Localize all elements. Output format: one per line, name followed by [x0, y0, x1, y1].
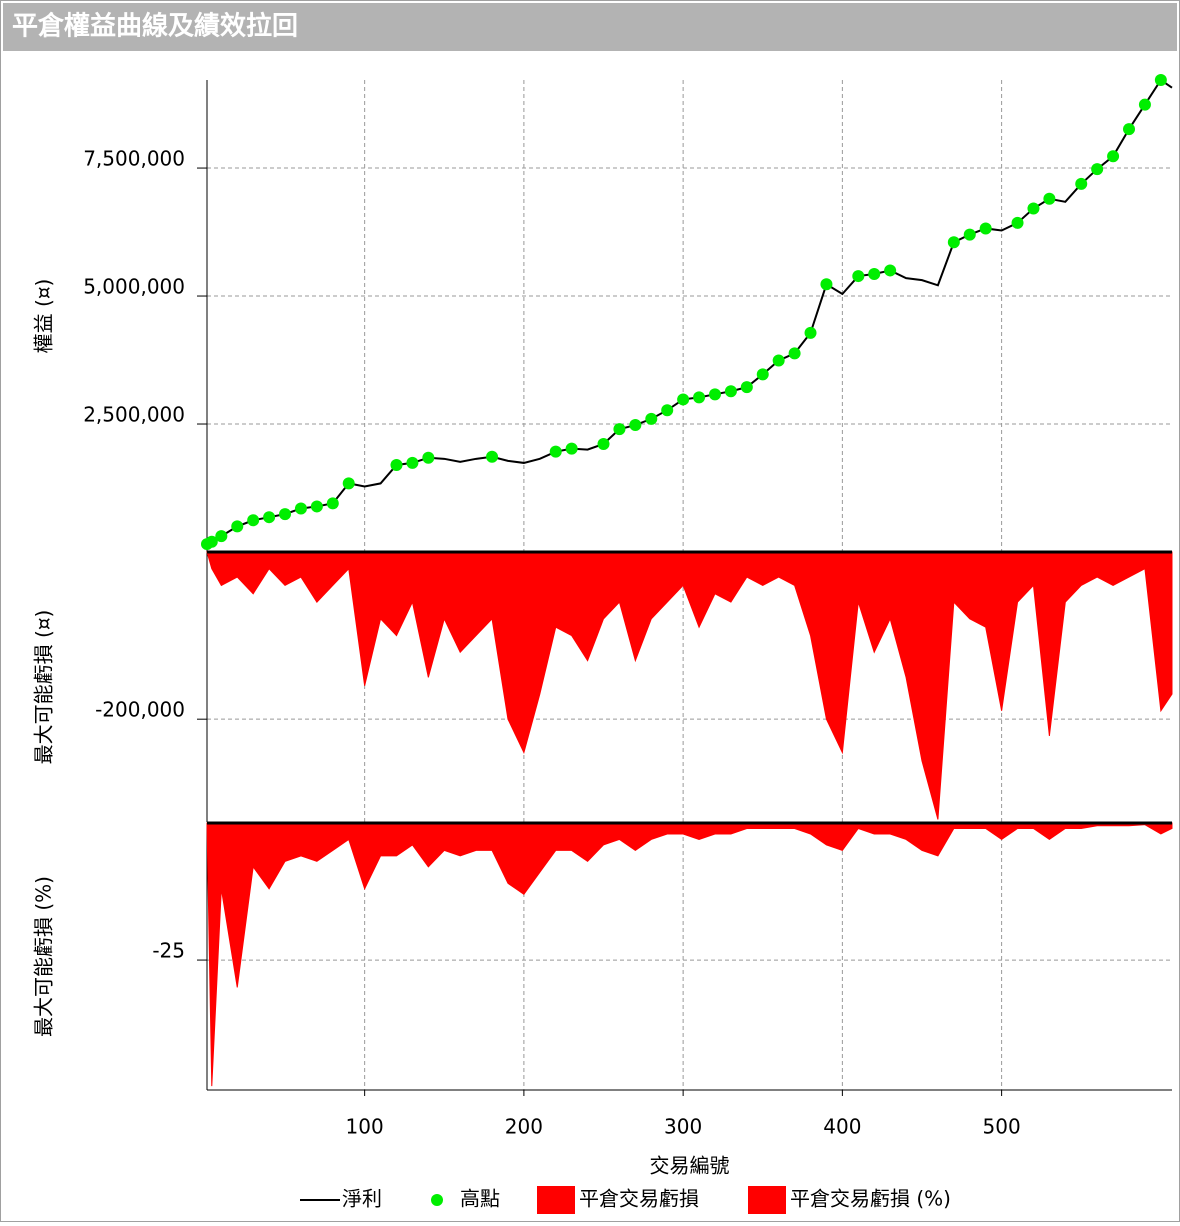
high-point — [565, 442, 578, 455]
high-point — [804, 326, 817, 339]
y-tick-label: -200,000 — [95, 698, 185, 722]
high-point — [677, 393, 690, 406]
high-point — [205, 535, 218, 548]
x-tick-label: 100 — [346, 1115, 384, 1139]
high-point — [231, 520, 244, 533]
y-tick-label: 7,500,000 — [83, 147, 185, 171]
drawdown-area — [206, 822, 1173, 1087]
high-point — [979, 222, 992, 235]
high-point — [868, 268, 881, 281]
high-point — [947, 236, 960, 249]
high-point — [1154, 74, 1167, 86]
high-point — [1011, 216, 1024, 229]
high-point — [788, 347, 801, 360]
y-axis-label: 權益 (¤) — [32, 279, 56, 354]
high-point — [661, 404, 674, 417]
high-point — [247, 514, 260, 527]
high-point — [708, 388, 721, 401]
title-bar — [3, 3, 1177, 51]
x-tick-label: 500 — [983, 1115, 1021, 1139]
high-point — [486, 450, 499, 463]
high-point — [1123, 123, 1136, 136]
high-point — [597, 437, 610, 450]
high-point — [422, 451, 435, 464]
high-point — [820, 278, 833, 291]
high-point — [279, 508, 292, 521]
high-point — [215, 530, 228, 543]
legend-label: 高點 — [460, 1187, 500, 1211]
high-point — [1138, 98, 1151, 111]
high-point — [342, 477, 355, 490]
chart-title: 平倉權益曲線及績效拉回 — [12, 11, 298, 42]
high-point — [693, 391, 706, 404]
high-point — [1043, 192, 1056, 205]
high-point — [613, 423, 626, 436]
high-point — [645, 412, 658, 425]
y-axis-label: 最大可能虧損 (%) — [32, 876, 56, 1037]
high-point — [852, 270, 865, 283]
legend-swatch — [748, 1186, 786, 1214]
legend-label: 平倉交易虧損 — [579, 1187, 699, 1211]
x-tick-label: 400 — [823, 1115, 861, 1139]
legend-label: 淨利 — [342, 1187, 382, 1211]
high-point — [1107, 150, 1120, 163]
high-point — [629, 419, 642, 432]
high-point — [724, 385, 737, 398]
x-tick-label: 300 — [664, 1115, 702, 1139]
y-tick-label: 5,000,000 — [83, 275, 185, 299]
high-point — [963, 228, 976, 241]
x-axis-label: 交易編號 — [650, 1154, 730, 1178]
high-point — [294, 502, 307, 515]
y-tick-label: 2,500,000 — [83, 403, 185, 427]
y-tick-label: -25 — [152, 939, 185, 963]
high-point — [1027, 202, 1040, 215]
y-axis-label: 最大可能虧損 (¤) — [32, 610, 56, 765]
legend-label: 平倉交易虧損 (%) — [790, 1187, 951, 1211]
legend-dot — [431, 1194, 443, 1206]
high-point — [756, 368, 769, 381]
x-tick-label: 200 — [505, 1115, 543, 1139]
high-point — [1091, 163, 1104, 176]
high-point — [772, 354, 785, 367]
high-point — [263, 511, 276, 524]
drawdown-area — [206, 551, 1173, 820]
high-point — [390, 458, 403, 471]
high-point — [884, 264, 897, 277]
legend-swatch — [537, 1186, 575, 1214]
high-point — [549, 445, 562, 458]
high-point — [1075, 177, 1088, 190]
high-point — [406, 456, 419, 469]
high-point — [310, 500, 323, 513]
high-point — [326, 497, 339, 510]
high-point — [740, 381, 753, 394]
